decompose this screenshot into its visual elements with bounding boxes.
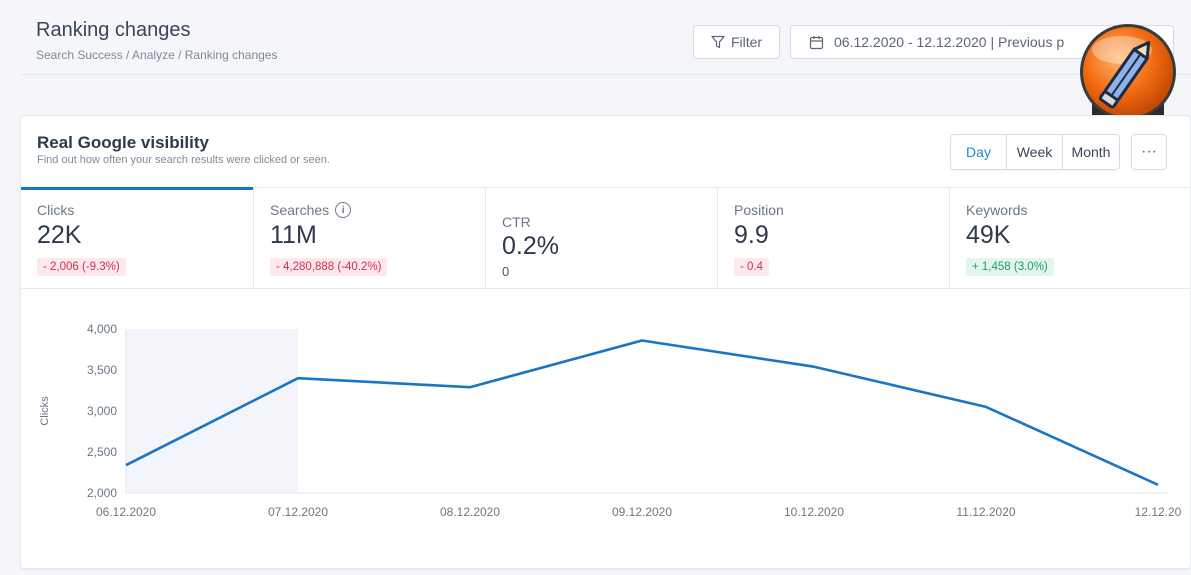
x-tick-label: 08.12.2020	[440, 505, 500, 519]
metric-delta: - 2,006 (-9.3%)	[37, 258, 126, 276]
card-more-button[interactable]: ···	[1131, 134, 1167, 170]
metric-position[interactable]: Position 9.9 - 0.4	[717, 188, 949, 288]
card-title: Real Google visibility	[37, 133, 209, 152]
metric-clicks[interactable]: Clicks 22K - 2,006 (-9.3%)	[21, 187, 253, 288]
filter-icon	[711, 35, 725, 49]
metric-delta: + 1,458 (3.0%)	[966, 258, 1054, 276]
x-tick-label: 12.12.20	[1135, 505, 1182, 519]
metric-value: 9.9	[734, 221, 769, 249]
x-tick-label: 07.12.2020	[268, 505, 328, 519]
y-tick-label: 3,000	[87, 404, 117, 418]
card-subtitle: Find out how often your search results w…	[37, 154, 330, 166]
y-axis-title: Clicks	[39, 396, 51, 426]
metric-searches[interactable]: Searches i 11M - 4,280,888 (-40.2%)	[253, 188, 485, 288]
calendar-icon	[809, 35, 824, 49]
filter-label: Filter	[730, 34, 763, 50]
metric-label: Keywords	[966, 202, 1028, 218]
x-tick-label: 11.12.2020	[956, 505, 1015, 519]
info-icon[interactable]: i	[335, 202, 352, 218]
top-bar: Ranking changes Search Success / Analyze…	[20, 0, 1191, 130]
x-tick-label: 10.12.2020	[784, 505, 844, 519]
metric-keywords[interactable]: Keywords 49K + 1,458 (3.0%)	[949, 188, 1190, 288]
metric-label: Clicks	[37, 202, 75, 218]
metric-label: Searches	[270, 202, 330, 218]
date-range-label: 06.12.2020 - 12.12.2020 | Previous p	[834, 34, 1065, 50]
metric-value: 49K	[966, 221, 1011, 249]
metric-ctr[interactable]: CTR 0.2% 0	[485, 188, 717, 288]
breadcrumb[interactable]: Search Success / Analyze / Ranking chang…	[36, 48, 278, 62]
date-range-picker[interactable]: 06.12.2020 - 12.12.2020 | Previous p	[790, 25, 1130, 59]
period-month-button[interactable]: Month	[1062, 135, 1119, 169]
highlight-range	[126, 329, 298, 493]
metric-value: 11M	[270, 221, 317, 249]
metric-label: CTR	[502, 214, 531, 230]
y-tick-label: 4,000	[87, 322, 117, 336]
clicks-line-chart: 4,000 3,500 3,000 2,500 2,000 Clicks 06.12.202…	[39, 322, 1182, 519]
metrics-row: Clicks 22K - 2,006 (-9.3%) Searches i 11…	[21, 187, 1190, 289]
x-tick-label: 06.12.2020	[96, 505, 156, 519]
x-tick-label: 09.12.2020	[612, 505, 672, 519]
y-tick-label: 2,500	[87, 445, 117, 459]
metric-value: 0.2%	[502, 232, 559, 260]
metric-delta: - 4,280,888 (-40.2%)	[270, 258, 388, 276]
period-week-button[interactable]: Week	[1006, 135, 1062, 169]
y-tick-label: 2,000	[87, 486, 117, 500]
y-tick-label: 3,500	[87, 363, 117, 377]
metric-label: Position	[734, 202, 784, 218]
metric-sub-value: 0	[502, 264, 510, 279]
metric-delta: - 0.4	[734, 258, 770, 276]
filter-button[interactable]: Filter	[693, 25, 780, 59]
metric-value: 22K	[37, 221, 82, 249]
period-selector: Day Week Month	[950, 134, 1120, 170]
period-day-button[interactable]: Day	[966, 144, 991, 160]
page-title: Ranking changes	[36, 19, 191, 41]
visibility-card: Real Google visibility Find out how ofte…	[20, 115, 1191, 569]
